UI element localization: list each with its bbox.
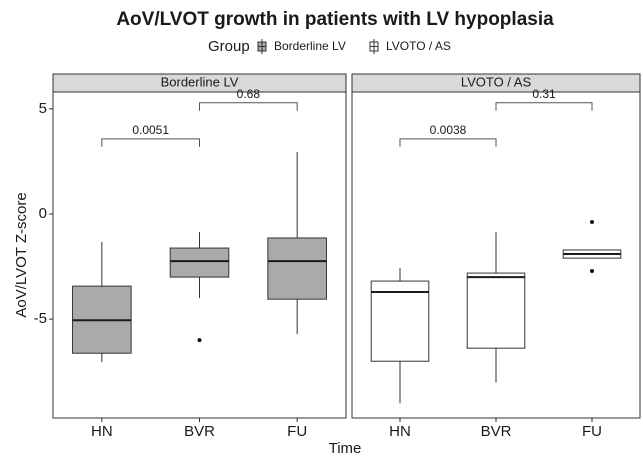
- y-tick-label: 5: [39, 100, 47, 117]
- strip-label: Borderline LV: [161, 74, 239, 89]
- x-tick-label: HN: [91, 423, 113, 440]
- box: [370, 280, 430, 362]
- outlier: [197, 338, 202, 343]
- outlier: [590, 268, 594, 273]
- chart-title: AoV/LVOT growth in patients with LV hypo…: [116, 9, 554, 30]
- comparison-bracket: [399, 138, 497, 147]
- comparison-label: 0.0051: [132, 123, 169, 137]
- box: [169, 247, 230, 278]
- strip-label: LVOTO / AS: [461, 74, 532, 89]
- y-tick-label: -5: [34, 310, 47, 327]
- comparison-label: 0.31: [532, 87, 556, 101]
- comparison-label: 0.0038: [430, 123, 467, 137]
- outlier: [590, 219, 594, 224]
- legend-title: Group: [208, 38, 250, 55]
- comparison-label: 0.68: [237, 87, 261, 101]
- comparison-bracket: [101, 138, 200, 147]
- box: [466, 272, 526, 349]
- x-tick-label: HN: [389, 423, 411, 440]
- x-tick-label: BVR: [184, 423, 215, 440]
- y-axis-label: AoV/LVOT Z-score: [13, 192, 30, 317]
- x-axis-label: Time: [329, 440, 362, 457]
- legend-label: LVOTO / AS: [386, 39, 451, 53]
- y-tick-label: 0: [39, 205, 47, 222]
- comparison-bracket: [199, 102, 298, 111]
- legend-label: Borderline LV: [274, 39, 346, 53]
- x-tick-label: FU: [287, 423, 307, 440]
- comparison-bracket: [495, 102, 593, 111]
- x-tick-label: FU: [582, 423, 602, 440]
- box: [267, 237, 327, 300]
- x-tick-label: BVR: [481, 423, 512, 440]
